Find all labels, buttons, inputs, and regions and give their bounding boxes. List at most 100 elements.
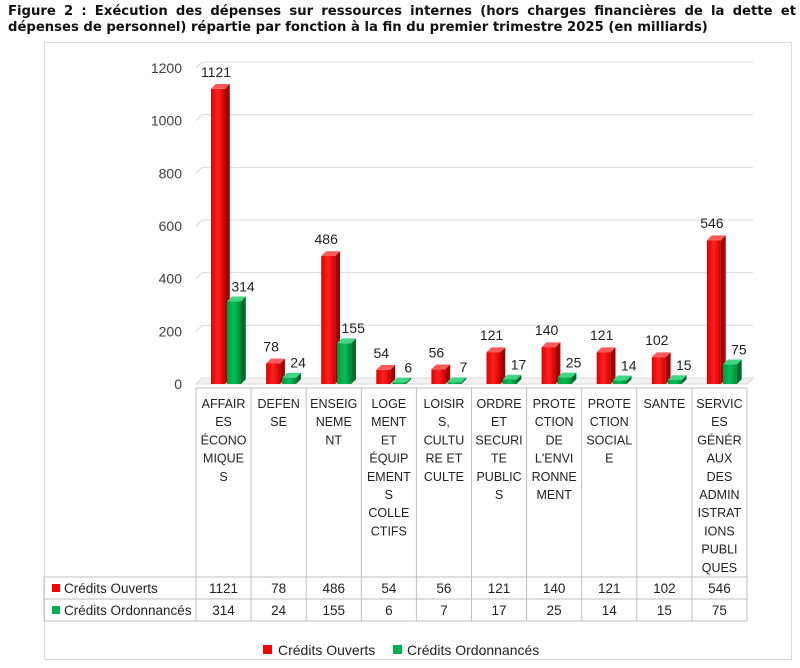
data-label-ordonnances: 24 [290, 355, 306, 371]
gridline-side [195, 324, 203, 332]
chart-title: Figure 2 : Exécution des dépenses sur re… [8, 4, 796, 35]
data-label-ouverts: 102 [645, 332, 669, 348]
bar-credits-ouverts-face [321, 256, 336, 384]
bar-credits-ouverts [706, 235, 726, 384]
bar-credits-ouverts-top [321, 251, 340, 257]
category-label: SANTE [644, 397, 686, 411]
category-label: ORDRE ET SECURI TE PUBLIC S [475, 397, 522, 502]
bar-credits-ordonnances [282, 372, 301, 384]
legend-label-ouverts: Crédits Ouverts [278, 642, 375, 658]
bar-credits-ouverts-top [376, 364, 396, 370]
data-label-ordonnances: 6 [404, 359, 412, 375]
table-cell-ouverts: 140 [543, 581, 566, 596]
y-tick-label: 400 [159, 271, 183, 287]
legend-label-ordonnances: Crédits Ordonnancés [407, 642, 539, 658]
data-label-ouverts: 78 [263, 338, 279, 354]
bar-credits-ouverts-face [706, 240, 721, 384]
bar-credits-ordonnances-side [351, 338, 356, 384]
bar-credits-ouverts-top [651, 352, 671, 358]
bar-credits-ordonnances [557, 372, 577, 384]
y-tick-label: 1200 [151, 60, 182, 76]
bar-credits-ouverts-face [431, 369, 446, 384]
table-cell-ouverts: 78 [271, 581, 286, 596]
table-cell-ouverts: 486 [322, 581, 345, 596]
bar-credits-ouverts [431, 364, 451, 384]
data-label-ordonnances: 25 [566, 354, 582, 370]
data-label-ordonnances: 314 [231, 278, 255, 294]
bar-credits-ordonnances-side [736, 359, 742, 384]
bar-credits-ouverts-face [486, 352, 501, 384]
bar-credits-ouverts-face [211, 88, 225, 384]
y-tick-label: 800 [159, 165, 183, 181]
table-cell-ordonnances: 17 [492, 603, 507, 618]
bar-credits-ouverts-side [610, 347, 616, 384]
chart-frame [44, 42, 792, 660]
gridline-side [195, 114, 203, 122]
data-label-ouverts: 546 [700, 215, 724, 231]
table-cell-ouverts: 102 [653, 581, 676, 596]
table-cell-ordonnances: 7 [440, 603, 448, 618]
table-cell-ouverts: 546 [708, 581, 731, 596]
bar-credits-ordonnances-side [406, 377, 412, 384]
bar-credits-ouverts [266, 358, 285, 384]
bar-credits-ouverts-face [376, 369, 391, 384]
bar-credits-ordonnances [722, 359, 742, 384]
table-cell-ordonnances: 14 [602, 603, 618, 618]
bar-credits-ordonnances-top [722, 359, 742, 365]
bar-credits-ordonnances-face [557, 377, 572, 384]
bar-credits-ouverts [376, 364, 396, 384]
bar-credits-ouverts-top [706, 235, 726, 241]
bar-credits-ouverts-side [390, 364, 396, 384]
category-label: DEFEN SE [257, 397, 299, 429]
bar-credits-ouverts [651, 352, 671, 384]
bar-credits-ouverts-top [596, 347, 616, 353]
bar-credits-ouverts-face [596, 352, 611, 384]
bar-credits-ouverts [486, 347, 506, 384]
bar-credits-ordonnances-side [681, 375, 687, 384]
data-label-ouverts: 140 [535, 322, 559, 338]
data-label-ordonnances: 14 [621, 357, 637, 373]
category-label: LOISIR S, CULTU RE ET CULTE [423, 397, 464, 484]
bar-credits-ordonnances-top [227, 296, 246, 302]
bar-credits-ouverts-face [266, 363, 281, 384]
data-label-ordonnances: 7 [460, 359, 468, 375]
row-header-ordonnances: Crédits Ordonnancés [64, 603, 192, 618]
bar-credits-ouverts-side [555, 342, 561, 384]
table-cell-ordonnances: 15 [657, 603, 672, 618]
bar-credits-ouverts-side [500, 347, 506, 384]
bar-credits-ordonnances [337, 338, 356, 384]
table-cell-ouverts: 121 [488, 581, 511, 596]
bar-credits-ordonnances-top [612, 375, 632, 381]
bar-credits-ordonnances-side [516, 374, 522, 384]
table-cell-ordonnances: 75 [712, 603, 727, 618]
bar-credits-ordonnances-side [241, 296, 246, 384]
bar-credits-ouverts-side [665, 352, 671, 384]
bar-credits-ordonnances-face [337, 343, 352, 384]
legend-swatch-ordonnances [393, 645, 402, 654]
data-label-ouverts: 121 [590, 327, 614, 343]
bar-credits-ordonnances-top [392, 377, 412, 383]
bar-credits-ordonnances [227, 296, 246, 384]
bar-credits-ordonnances-side [296, 372, 301, 384]
bar-credits-ordonnances-top [282, 372, 301, 378]
bar-credits-ouverts-top [211, 84, 230, 89]
bar-credits-ouverts-top [431, 364, 451, 370]
data-label-ordonnances: 15 [676, 357, 692, 373]
y-tick-label: 1000 [151, 113, 182, 129]
table-cell-ordonnances: 25 [547, 603, 562, 618]
gridline-side [195, 219, 203, 227]
legend-key-ouverts [52, 584, 60, 592]
table-cell-ouverts: 54 [381, 581, 397, 596]
table-cell-ouverts: 1121 [209, 581, 238, 596]
bar-credits-ouverts-side [720, 235, 726, 384]
bar-credits-ouverts-side [445, 364, 451, 384]
category-label: LOGE MENT ET ÉQUIP EMENT S COLLE CTIFS [367, 397, 411, 538]
bar-credits-ordonnances [612, 375, 632, 384]
bar-credits-ordonnances-face [282, 377, 297, 384]
table-cell-ordonnances: 24 [271, 603, 287, 618]
gridline-side [195, 166, 203, 174]
bar-credits-ordonnances-top [667, 375, 687, 381]
category-label: ENSEIG NEME NT [310, 397, 357, 447]
bar-credits-ordonnances [502, 374, 522, 384]
row-header-ouverts: Crédits Ouverts [64, 581, 158, 596]
